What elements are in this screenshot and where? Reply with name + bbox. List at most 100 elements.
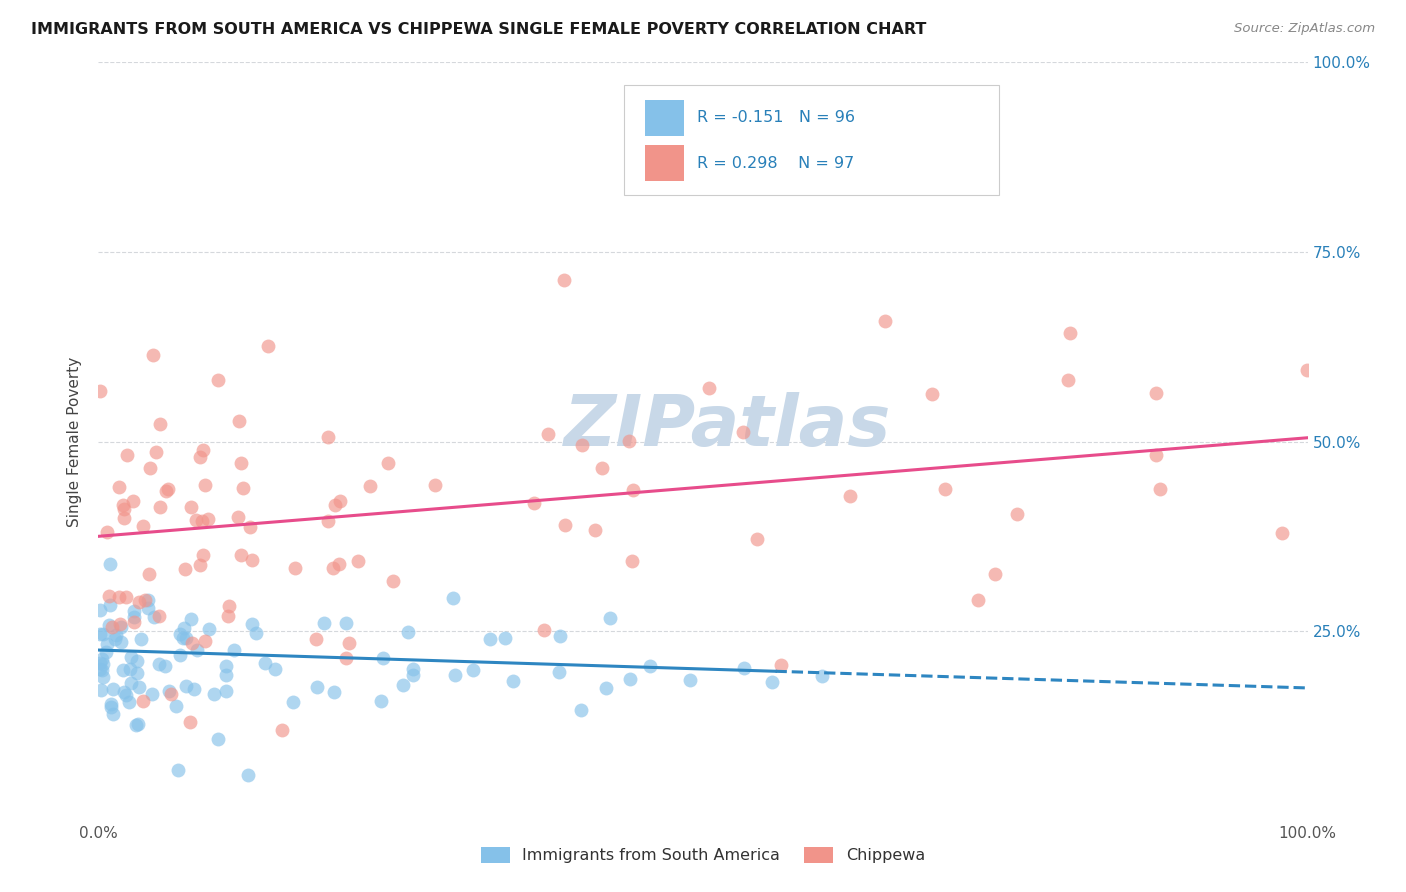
Point: [141, 687, 163, 701]
Point: [548, 665, 571, 679]
Point: [112, 685, 135, 699]
Point: [591, 461, 613, 475]
Point: [98, 598, 121, 612]
Point: [314, 616, 336, 631]
Point: [595, 681, 617, 695]
Point: [316, 514, 339, 528]
Point: [284, 561, 307, 575]
Point: [89, 662, 111, 676]
Point: [337, 635, 360, 649]
Point: [120, 675, 142, 690]
Point: [245, 626, 267, 640]
Point: [697, 381, 720, 395]
Bar: [645, 145, 683, 181]
Point: [180, 636, 202, 650]
Point: [149, 417, 172, 431]
Point: [1057, 373, 1080, 387]
Point: [238, 520, 260, 534]
Point: [183, 681, 205, 696]
Point: [305, 680, 328, 694]
Point: [132, 519, 155, 533]
Point: [89, 603, 111, 617]
Point: [120, 650, 142, 665]
Point: [186, 513, 208, 527]
Point: [169, 648, 191, 662]
Point: [215, 667, 238, 681]
Point: [104, 628, 127, 642]
Point: [571, 438, 593, 452]
Point: [215, 683, 238, 698]
Point: [1271, 525, 1294, 540]
Point: [347, 554, 370, 568]
Point: [553, 273, 575, 287]
Point: [148, 657, 170, 671]
Point: [599, 611, 621, 625]
Point: [134, 592, 156, 607]
Point: [222, 643, 245, 657]
Point: [769, 657, 792, 672]
Point: [1144, 385, 1167, 400]
Point: [138, 461, 160, 475]
Point: [1149, 483, 1171, 497]
Point: [107, 590, 129, 604]
Point: [96, 524, 118, 539]
Point: [194, 477, 217, 491]
Point: [236, 768, 259, 782]
Point: [111, 498, 134, 512]
Point: [191, 514, 214, 528]
Point: [217, 609, 239, 624]
Point: [745, 532, 768, 546]
Point: [583, 523, 606, 537]
Point: [149, 500, 172, 514]
Point: [316, 430, 339, 444]
Point: [103, 706, 125, 721]
Point: [1144, 448, 1167, 462]
Point: [443, 667, 465, 681]
Point: [425, 478, 447, 492]
Point: [839, 489, 862, 503]
Point: [254, 657, 277, 671]
Point: [215, 658, 238, 673]
Point: [392, 678, 415, 692]
Point: [157, 482, 180, 496]
Point: [1005, 508, 1028, 522]
Point: [554, 518, 576, 533]
Text: R = 0.298    N = 97: R = 0.298 N = 97: [697, 156, 855, 170]
Point: [124, 615, 146, 630]
Point: [96, 637, 118, 651]
Point: [176, 631, 198, 645]
Point: [335, 650, 357, 665]
Point: [98, 558, 121, 572]
Point: [89, 384, 111, 399]
Point: [810, 669, 832, 683]
Point: [148, 609, 170, 624]
Point: [186, 643, 208, 657]
Point: [98, 589, 121, 603]
Text: ZIPatlas: ZIPatlas: [564, 392, 891, 461]
Point: [305, 632, 328, 646]
Point: [1059, 326, 1081, 341]
Point: [127, 654, 149, 668]
Point: [873, 314, 896, 328]
Text: Source: ZipAtlas.com: Source: ZipAtlas.com: [1234, 22, 1375, 36]
Point: [494, 632, 516, 646]
Point: [322, 561, 344, 575]
Point: [108, 616, 131, 631]
Point: [569, 703, 592, 717]
Point: [110, 635, 132, 649]
Point: [966, 593, 988, 607]
Point: [226, 510, 249, 524]
Point: [138, 567, 160, 582]
Point: [124, 604, 146, 618]
Point: [180, 611, 202, 625]
Point: [160, 687, 183, 701]
Point: [169, 627, 191, 641]
Point: [142, 610, 165, 624]
Point: [640, 658, 662, 673]
Point: [188, 450, 211, 464]
Point: [101, 682, 124, 697]
Point: [93, 670, 115, 684]
Point: [382, 574, 405, 589]
Point: [523, 496, 546, 510]
Point: [271, 723, 294, 737]
